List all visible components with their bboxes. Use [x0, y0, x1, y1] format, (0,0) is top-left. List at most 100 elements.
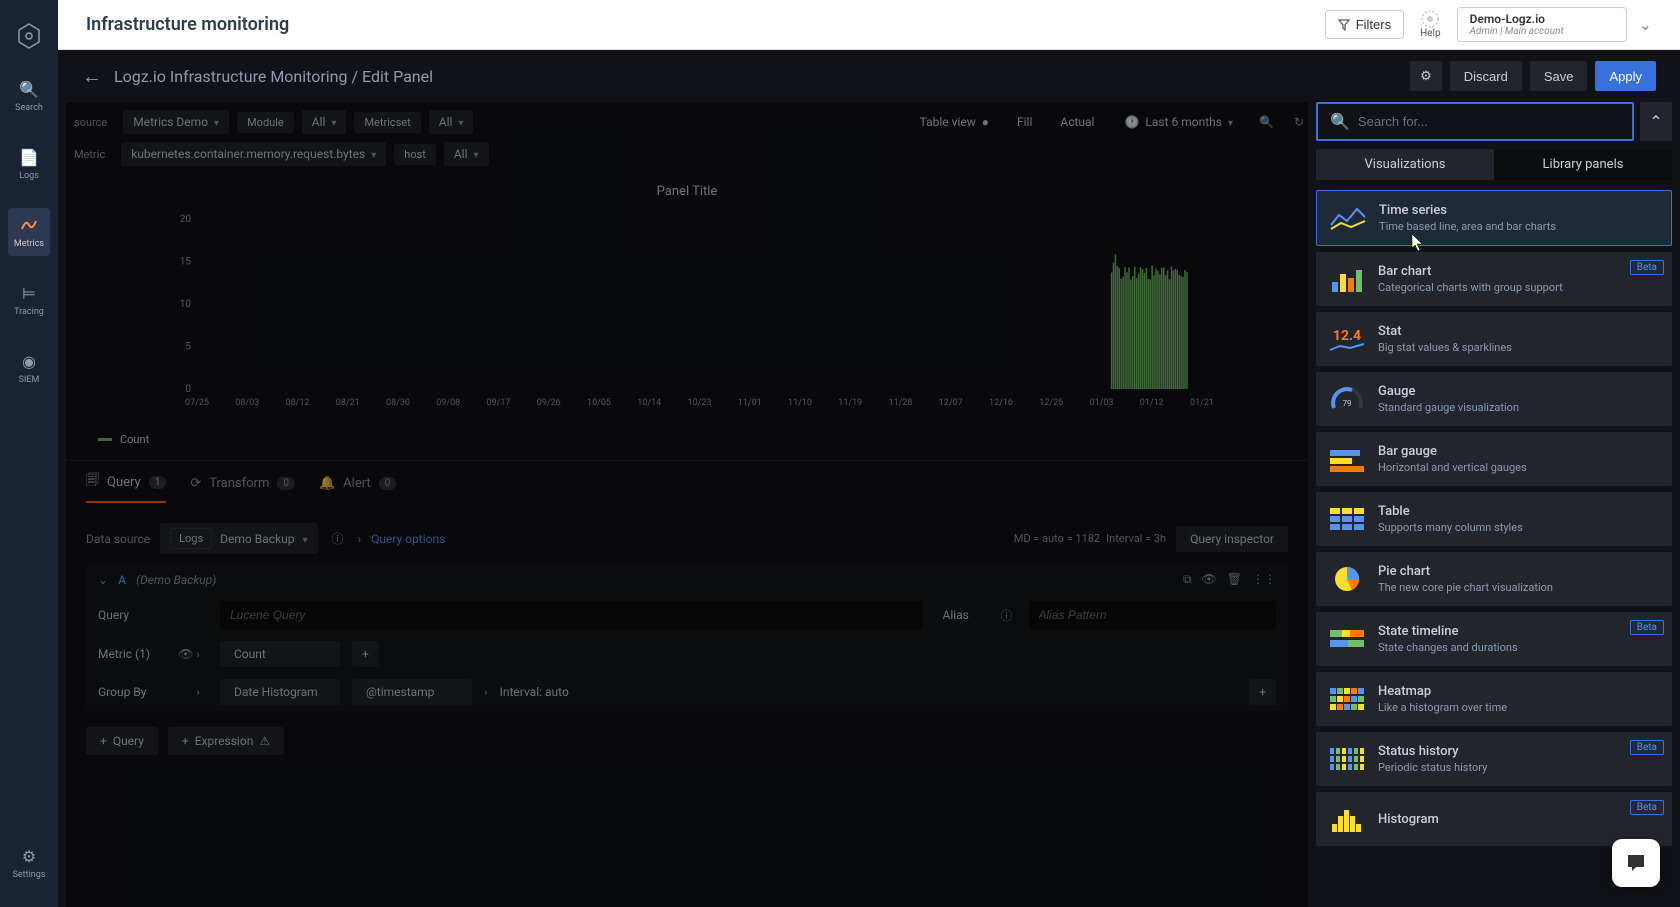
svg-text:01/12: 01/12: [1140, 398, 1164, 408]
alias-help-icon[interactable]: ⓘ: [996, 603, 1016, 628]
tab-query[interactable]: 🗐 Query 1: [86, 471, 166, 503]
search-icon: 🔍: [1330, 112, 1350, 131]
visualization-search-box[interactable]: 🔍: [1316, 102, 1634, 141]
collapse-panel-button[interactable]: ⌃: [1640, 102, 1672, 141]
transform-tab-icon: ⟳: [190, 476, 201, 491]
vis-item-bar-gauge[interactable]: Bar gauge Horizontal and vertical gauges: [1316, 432, 1672, 486]
vis-item-time-series[interactable]: Time series Time based line, area and ba…: [1316, 190, 1672, 246]
discard-button[interactable]: Discard: [1450, 61, 1522, 91]
svg-text:5: 5: [185, 342, 191, 353]
apply-button[interactable]: Apply: [1595, 61, 1656, 91]
svg-text:12/07: 12/07: [939, 398, 963, 408]
sidebar-item-tracing[interactable]: ⊨ Tracing: [8, 276, 50, 324]
save-button[interactable]: Save: [1530, 61, 1588, 91]
datasource-label: Data source: [86, 532, 150, 546]
svg-text:10/05: 10/05: [587, 398, 611, 408]
cursor-indicator: [1410, 233, 1426, 253]
metric-type-select[interactable]: Count: [220, 641, 340, 667]
add-query-button[interactable]: +Query: [86, 727, 158, 755]
time-range-picker[interactable]: 🕐 Last 6 months: [1114, 110, 1243, 134]
vis-icon: [1328, 562, 1366, 596]
sidebar-item-settings[interactable]: ⚙ Settings: [8, 839, 50, 887]
sidebar-item-logs[interactable]: 📄 Logs: [8, 140, 50, 188]
sidebar-item-siem[interactable]: ◉ SIEM: [8, 344, 50, 392]
svg-text:08/03: 08/03: [235, 398, 259, 408]
groupby-field-select[interactable]: @timestamp: [352, 679, 472, 705]
vis-item-histogram[interactable]: Histogram Beta: [1316, 792, 1672, 846]
chevron-down-icon[interactable]: ⌄: [98, 573, 108, 587]
svg-text:11/10: 11/10: [788, 398, 812, 408]
duplicate-icon[interactable]: ⧉: [1183, 572, 1192, 587]
filter-icon: [1338, 19, 1350, 31]
svg-text:20: 20: [180, 214, 192, 225]
page-title: Infrastructure monitoring: [86, 14, 289, 35]
tab-library-panels[interactable]: Library panels: [1494, 149, 1672, 180]
svg-text:08/12: 08/12: [286, 398, 310, 408]
source-dropdown[interactable]: Metrics Demo: [123, 110, 229, 134]
logo[interactable]: [13, 20, 45, 52]
vis-icon: [1328, 802, 1366, 836]
add-expression-button[interactable]: +Expression⚠: [168, 727, 284, 755]
svg-text:08/30: 08/30: [386, 398, 410, 408]
metric-dropdown[interactable]: kubernetes.container.memory.request.byte…: [121, 142, 386, 166]
drag-handle-icon[interactable]: ⋮⋮: [1252, 572, 1276, 587]
settings-icon: ⚙: [22, 847, 36, 866]
vis-desc: Supports many column styles: [1378, 521, 1660, 534]
groupby-type-select[interactable]: Date Histogram: [220, 679, 340, 705]
vis-item-pie-chart[interactable]: Pie chart The new core pie chart visuali…: [1316, 552, 1672, 606]
datasource-select[interactable]: Logs Demo Backup: [160, 523, 317, 554]
back-button[interactable]: ←: [82, 64, 102, 89]
zoom-out-button[interactable]: 🔍: [1255, 111, 1278, 133]
module-dropdown[interactable]: All: [302, 110, 347, 134]
metricset-dropdown[interactable]: All: [429, 110, 474, 134]
datasource-help-icon[interactable]: ⓘ: [328, 526, 348, 551]
svg-text:15: 15: [180, 257, 192, 268]
vis-item-status-history[interactable]: Status history Periodic status history B…: [1316, 732, 1672, 786]
tab-alert[interactable]: 🔔 Alert 0: [319, 471, 396, 503]
sidebar-item-metrics[interactable]: Metrics: [8, 208, 50, 256]
panel-settings-button[interactable]: ⚙: [1410, 61, 1442, 91]
account-dropdown[interactable]: Demo-Logz.io Admin | Main account: [1457, 7, 1627, 42]
vis-desc: Horizontal and vertical gauges: [1378, 461, 1660, 474]
vis-item-heatmap[interactable]: Heatmap Like a histogram over time: [1316, 672, 1672, 726]
help-icon: [1421, 10, 1439, 28]
legend-swatch: [98, 438, 112, 441]
chat-widget[interactable]: [1612, 839, 1660, 887]
fill-button[interactable]: Fill: [1009, 111, 1040, 133]
eye-icon[interactable]: 👁 ›: [178, 647, 200, 661]
beta-badge: Beta: [1630, 800, 1664, 815]
query-options-link[interactable]: Query options: [371, 532, 445, 546]
vis-desc: Time based line, area and bar charts: [1379, 220, 1659, 233]
eye-icon[interactable]: 👁: [1202, 572, 1217, 587]
sidebar-item-search[interactable]: 🔍 Search: [8, 72, 50, 120]
visualization-search-input[interactable]: [1358, 114, 1620, 129]
svg-text:09/17: 09/17: [487, 398, 511, 408]
add-groupby-button[interactable]: +: [1249, 679, 1276, 705]
vis-item-table[interactable]: Table Supports many column styles: [1316, 492, 1672, 546]
tab-visualizations[interactable]: Visualizations: [1316, 149, 1494, 180]
query-inspector-button[interactable]: Query inspector: [1176, 526, 1288, 552]
vis-name: Stat: [1378, 324, 1660, 339]
vis-icon: [1328, 502, 1366, 536]
vis-item-state-timeline[interactable]: State timeline State changes and duratio…: [1316, 612, 1672, 666]
vis-desc: Like a histogram over time: [1378, 701, 1660, 714]
alert-tab-icon: 🔔: [319, 476, 335, 491]
tab-transform[interactable]: ⟳ Transform 0: [190, 471, 295, 503]
filters-button[interactable]: Filters: [1325, 10, 1404, 39]
vis-item-bar-chart[interactable]: Bar chart Categorical charts with group …: [1316, 252, 1672, 306]
vis-name: Heatmap: [1378, 684, 1660, 699]
host-dropdown[interactable]: All: [444, 142, 489, 166]
vis-item-stat[interactable]: 12.4 Stat Big stat values & sparklines: [1316, 312, 1672, 366]
refresh-button[interactable]: ↻: [1290, 111, 1308, 133]
table-view-toggle[interactable]: Table view ●: [912, 111, 997, 133]
alias-input[interactable]: [1029, 601, 1277, 629]
module-label: Module: [237, 112, 294, 133]
vis-icon: 12.4: [1328, 322, 1366, 356]
add-metric-button[interactable]: +: [352, 641, 379, 667]
trash-icon[interactable]: 🗑: [1227, 572, 1242, 587]
actual-button[interactable]: Actual: [1052, 111, 1102, 133]
vis-item-gauge[interactable]: 79 Gauge Standard gauge visualization: [1316, 372, 1672, 426]
lucene-query-input[interactable]: [220, 601, 922, 629]
help-link[interactable]: Help: [1420, 10, 1440, 39]
chat-icon: [1624, 851, 1648, 875]
